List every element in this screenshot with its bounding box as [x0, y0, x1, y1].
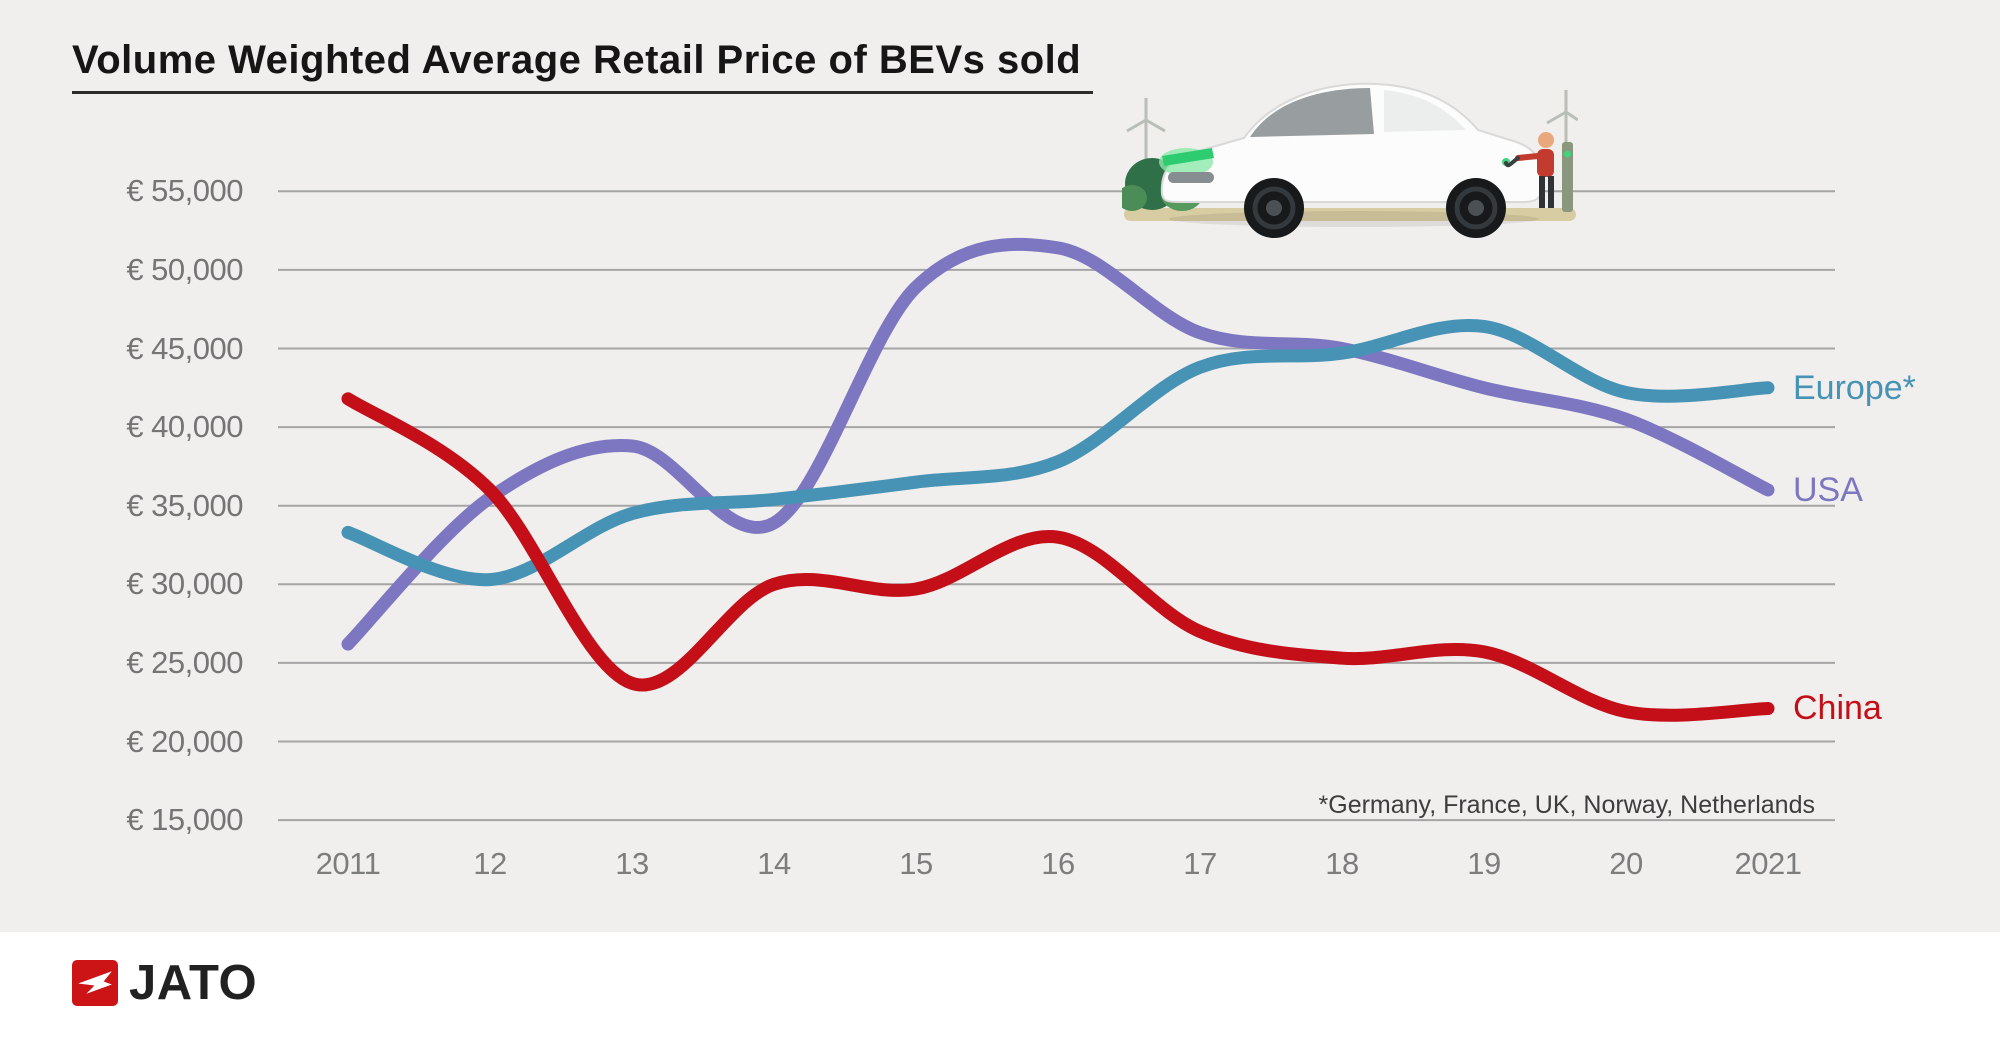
page-title: Volume Weighted Average Retail Price of …: [72, 38, 1082, 82]
footer-band: [0, 932, 2000, 1041]
series-label-china: China: [1793, 689, 1882, 728]
y-axis-label: € 20,000: [126, 723, 243, 759]
charging-station: [1562, 142, 1573, 212]
x-axis-label: 2021: [1734, 846, 1802, 881]
y-axis-label: € 45,000: [126, 330, 243, 366]
x-axis-label: 18: [1325, 846, 1359, 881]
jato-logo-text: JATO: [129, 956, 258, 1010]
y-axis-label: € 15,000: [126, 802, 243, 838]
title-underline: [72, 91, 1093, 94]
series-line-china: [341, 392, 1775, 722]
wheel-icon: [1244, 178, 1506, 238]
y-axis-label: € 50,000: [126, 251, 243, 287]
series-label-europe: Europe*: [1793, 368, 1916, 407]
x-axis-label: 13: [615, 846, 649, 881]
x-axis-label: 14: [757, 846, 791, 881]
car-body: [1159, 82, 1543, 203]
y-axis-label: € 35,000: [126, 487, 243, 523]
x-axis-label: 17: [1183, 846, 1217, 881]
series-line-europe: [341, 319, 1775, 587]
windshield: [1250, 88, 1374, 137]
series-label-usa: USA: [1793, 470, 1863, 509]
x-axis-label: 2011: [315, 846, 381, 881]
x-axis-label: 15: [899, 846, 933, 881]
y-axis-label: € 40,000: [126, 409, 243, 445]
person-charging: [1504, 132, 1554, 208]
y-axis-label: € 30,000: [126, 566, 243, 602]
charging-cable: [1504, 156, 1520, 168]
grille: [1168, 172, 1214, 183]
side-window: [1384, 90, 1466, 132]
jato-logo-mark: [72, 960, 118, 1006]
jato-arrow-icon: [78, 971, 112, 994]
headlight-bar: [1162, 148, 1214, 166]
x-axis-label: 12: [473, 846, 507, 881]
x-axis-label: 16: [1041, 846, 1075, 881]
series-line-usa: [341, 237, 1775, 651]
footnote: *Germany, France, UK, Norway, Netherland…: [1318, 791, 1815, 819]
y-axis-label: € 25,000: [126, 644, 243, 680]
y-axis-label: € 55,000: [126, 173, 243, 209]
jato-logo: JATO: [72, 956, 258, 1010]
x-axis-label: 19: [1467, 846, 1501, 881]
ev-car-illustration: [1122, 82, 1578, 238]
x-axis-label: 20: [1609, 846, 1643, 881]
